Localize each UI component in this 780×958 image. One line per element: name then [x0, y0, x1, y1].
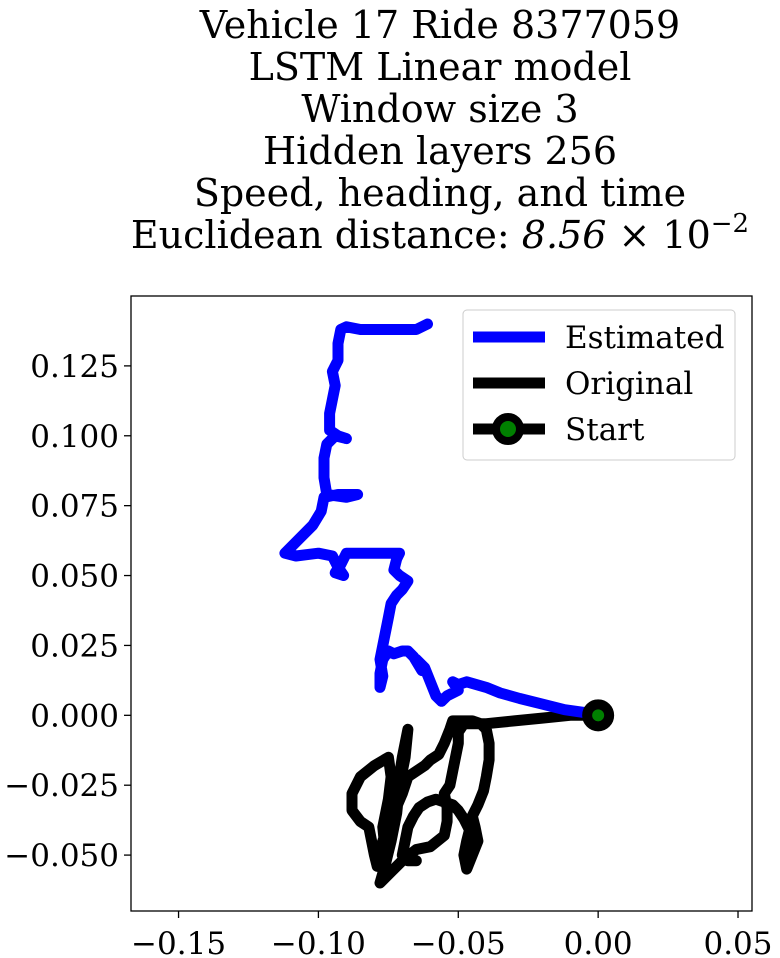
- title-line-2: LSTM Linear model: [249, 45, 632, 89]
- x-tick-label: −0.10: [271, 926, 366, 958]
- title-line-1: Vehicle 17 Ride 8377059: [199, 3, 680, 47]
- metric-times: × 10: [606, 213, 710, 257]
- x-tick-label: −0.05: [411, 926, 506, 958]
- legend: Estimated Original Start: [462, 309, 736, 461]
- plot-frame: [130, 295, 753, 912]
- legend-start-marker: [492, 413, 524, 445]
- y-tick-label: 0.075: [30, 489, 119, 525]
- y-tick-label: 0.000: [30, 698, 119, 734]
- chart-title: Vehicle 17 Ride 8377059 LSTM Linear mode…: [131, 3, 749, 257]
- y-tick-label: −0.025: [4, 768, 119, 804]
- title-line-5: Speed, heading, and time: [194, 171, 686, 215]
- y-tick-label: 0.025: [30, 628, 119, 664]
- legend-frame: [462, 309, 736, 461]
- title-line-3: Window size 3: [301, 87, 578, 131]
- series-layer: [279, 318, 615, 889]
- plot-area: −0.15 −0.10 −0.05 0.00 0.05 −0.050 −0.025 0.00…: [4, 295, 773, 958]
- x-tick-label: 0.00: [564, 926, 633, 958]
- start-marker: [582, 699, 615, 732]
- x-axis: −0.15 −0.10 −0.05 0.00 0.05: [131, 911, 773, 958]
- x-tick-label: −0.15: [131, 926, 226, 958]
- metric-label: Euclidean distance:: [131, 213, 522, 257]
- title-line-metric: Euclidean distance: 8.56 × 10−2: [131, 209, 749, 257]
- y-tick-label: 0.100: [30, 419, 119, 455]
- y-tick-label: −0.050: [4, 838, 119, 874]
- legend-start-label: Start: [565, 412, 645, 448]
- y-tick-label: 0.125: [30, 349, 119, 385]
- title-line-4: Hidden layers 256: [263, 129, 617, 173]
- series-line-original: [346, 709, 604, 889]
- metric-mantissa: 8.56: [522, 213, 607, 257]
- legend-original-label: Original: [565, 366, 693, 402]
- legend-estimated-label: Estimated: [565, 320, 724, 356]
- y-tick-label: 0.050: [30, 559, 119, 595]
- y-axis: −0.050 −0.025 0.000 0.025 0.050 0.075 0.100 0.1…: [4, 349, 131, 874]
- metric-exponent: −2: [711, 209, 749, 239]
- series-line-estimated: [279, 318, 604, 721]
- x-tick-label: 0.05: [703, 926, 772, 958]
